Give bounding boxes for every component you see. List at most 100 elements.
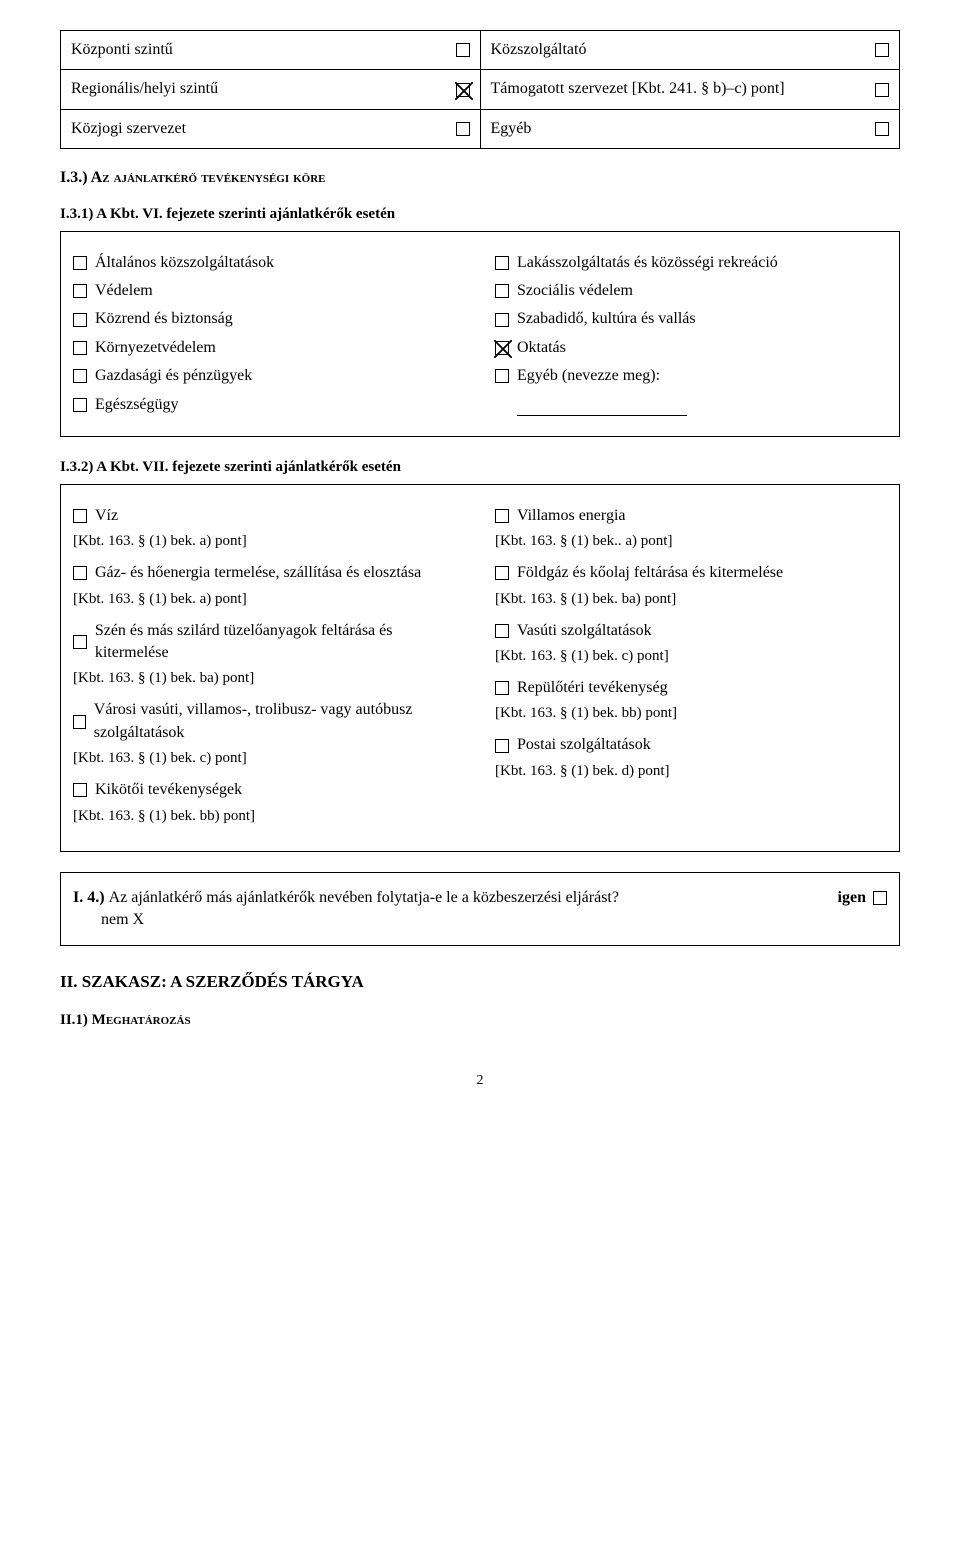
section-ii-heading: II. SZAKASZ: A SZERZŐDÉS TÁRGYA bbox=[60, 970, 900, 994]
sector-ref: [Kbt. 163. § (1) bek. d) pont] bbox=[495, 761, 887, 782]
activity-label: Általános közszolgáltatások bbox=[95, 252, 274, 274]
sector-group: Városi vasúti, villamos-, trolibusz- vag… bbox=[73, 699, 465, 769]
activity-checkbox[interactable] bbox=[495, 256, 509, 270]
sector-ref: [Kbt. 163. § (1) bek. a) pont] bbox=[73, 589, 465, 610]
activity-label: Gazdasági és pénzügyek bbox=[95, 365, 252, 387]
sector-group: Villamos energia [Kbt. 163. § (1) bek.. a… bbox=[495, 505, 887, 552]
activity-checkbox[interactable] bbox=[73, 313, 87, 327]
activity-label: Egyéb (nevezze meg): bbox=[517, 365, 660, 387]
activity-checkbox[interactable] bbox=[495, 341, 509, 355]
sector-checkbox[interactable] bbox=[73, 715, 86, 729]
activity-checkbox[interactable] bbox=[495, 313, 509, 327]
sector-checkbox[interactable] bbox=[73, 566, 87, 580]
org-type-checkbox[interactable] bbox=[456, 122, 470, 136]
sector-label: Földgáz és kőolaj feltárása és kitermelé… bbox=[517, 562, 783, 584]
org-type-label: Közjogi szervezet bbox=[71, 118, 186, 140]
activity-label: Szabadidő, kultúra és vallás bbox=[517, 308, 696, 330]
sector-checkbox[interactable] bbox=[73, 509, 87, 523]
org-type-label: Regionális/helyi szintű bbox=[71, 78, 218, 100]
activity-checkbox[interactable] bbox=[73, 398, 87, 412]
sector-group: Gáz- és hőenergia termelése, szállítása … bbox=[73, 562, 465, 609]
activity-label: Védelem bbox=[95, 280, 153, 302]
section-i4-nem: nem X bbox=[101, 911, 144, 928]
sector-label: Villamos energia bbox=[517, 505, 626, 527]
page-number: 2 bbox=[60, 1071, 900, 1091]
sector-label: Kikötői tevékenységek bbox=[95, 779, 242, 801]
sector-ref: [Kbt. 163. § (1) bek. bb) pont] bbox=[73, 806, 465, 827]
activity-row: Oktatás bbox=[495, 337, 887, 359]
sector-group: Repülőtéri tevékenység [Kbt. 163. § (1) b… bbox=[495, 677, 887, 724]
activity-checkbox[interactable] bbox=[73, 256, 87, 270]
sector-checkbox[interactable] bbox=[495, 739, 509, 753]
section-i4-text: Az ajánlatkérő más ajánlatkérők nevében … bbox=[109, 889, 619, 906]
sector-group: Földgáz és kőolaj feltárása és kitermelé… bbox=[495, 562, 887, 609]
other-specify-line[interactable] bbox=[517, 400, 687, 416]
activity-row: Lakásszolgáltatás és közösségi rekreáció bbox=[495, 252, 887, 274]
activity-checkbox[interactable] bbox=[495, 369, 509, 383]
activity-row: Egészségügy bbox=[73, 394, 465, 416]
sector-label: Vasúti szolgáltatások bbox=[517, 620, 652, 642]
sector-group: Szén és más szilárd tüzelőanyagok feltár… bbox=[73, 620, 465, 690]
org-type-checkbox[interactable] bbox=[456, 83, 470, 97]
sector-checkbox[interactable] bbox=[73, 635, 87, 649]
sector-ref: [Kbt. 163. § (1) bek. c) pont] bbox=[495, 646, 887, 667]
org-type-label: Egyéb bbox=[491, 118, 532, 140]
activity-label: Szociális védelem bbox=[517, 280, 633, 302]
sector-checkbox[interactable] bbox=[495, 681, 509, 695]
section-i3-heading: I.3.) Az ajánlatkérő tevékenységi köre bbox=[60, 167, 900, 189]
activity-label: Környezetvédelem bbox=[95, 337, 216, 359]
sector-label: Városi vasúti, villamos-, trolibusz- vag… bbox=[94, 699, 465, 744]
org-type-label: Közszolgáltató bbox=[491, 39, 587, 61]
activity-label: Közrend és biztonság bbox=[95, 308, 233, 330]
sector-ref: [Kbt. 163. § (1) bek. ba) pont] bbox=[495, 589, 887, 610]
activity-row: Közrend és biztonság bbox=[73, 308, 465, 330]
sector-checkbox[interactable] bbox=[73, 783, 87, 797]
sector-group: Vasúti szolgáltatások [Kbt. 163. § (1) be… bbox=[495, 620, 887, 667]
sector-label: Gáz- és hőenergia termelése, szállítása … bbox=[95, 562, 421, 584]
sector-ref: [Kbt. 163. § (1) bek. a) pont] bbox=[73, 531, 465, 552]
sector-checkbox[interactable] bbox=[495, 509, 509, 523]
igen-checkbox[interactable] bbox=[873, 891, 887, 905]
section-i4-number: I. 4.) bbox=[73, 889, 109, 906]
sector-checkbox[interactable] bbox=[495, 624, 509, 638]
org-type-checkbox[interactable] bbox=[875, 122, 889, 136]
section-i31-box: Általános közszolgáltatások Védelem Közren… bbox=[60, 231, 900, 437]
activity-row: Védelem bbox=[73, 280, 465, 302]
org-type-checkbox[interactable] bbox=[456, 43, 470, 57]
activity-row: Általános közszolgáltatások bbox=[73, 252, 465, 274]
activity-label: Egészségügy bbox=[95, 394, 179, 416]
section-i31-heading: I.3.1) A Kbt. VI. fejezete szerinti aján… bbox=[60, 204, 900, 225]
activity-row: Szabadidő, kultúra és vallás bbox=[495, 308, 887, 330]
activity-checkbox[interactable] bbox=[73, 341, 87, 355]
sector-label: Repülőtéri tevékenység bbox=[517, 677, 668, 699]
sector-group: Víz [Kbt. 163. § (1) bek. a) pont] bbox=[73, 505, 465, 552]
activity-row: Környezetvédelem bbox=[73, 337, 465, 359]
activity-checkbox[interactable] bbox=[495, 284, 509, 298]
sector-ref: [Kbt. 163. § (1) bek. ba) pont] bbox=[73, 668, 465, 689]
org-type-label: Támogatott szervezet [Kbt. 241. § b)–c) … bbox=[491, 78, 785, 100]
activity-row: Szociális védelem bbox=[495, 280, 887, 302]
activity-checkbox[interactable] bbox=[73, 369, 87, 383]
sector-ref: [Kbt. 163. § (1) bek. c) pont] bbox=[73, 748, 465, 769]
sector-checkbox[interactable] bbox=[495, 566, 509, 580]
activity-row: Egyéb (nevezze meg): bbox=[495, 365, 887, 387]
sector-label: Víz bbox=[95, 505, 118, 527]
section-i4-box: I. 4.) Az ajánlatkérő más ajánlatkérők n… bbox=[60, 872, 900, 947]
org-type-checkbox[interactable] bbox=[875, 83, 889, 97]
activity-checkbox[interactable] bbox=[73, 284, 87, 298]
section-i4-igen-label: igen bbox=[838, 889, 866, 906]
activity-label: Oktatás bbox=[517, 337, 566, 359]
sector-label: Szén és más szilárd tüzelőanyagok feltár… bbox=[95, 620, 465, 665]
sector-ref: [Kbt. 163. § (1) bek.. a) pont] bbox=[495, 531, 887, 552]
section-i32-box: Víz [Kbt. 163. § (1) bek. a) pont] Gáz- és… bbox=[60, 484, 900, 852]
sector-label: Postai szolgáltatások bbox=[517, 734, 651, 756]
org-type-checkbox[interactable] bbox=[875, 43, 889, 57]
section-i32-heading: I.3.2) A Kbt. VII. fejezete szerinti ajá… bbox=[60, 457, 900, 478]
org-type-table: Központi szintű Közszolgáltató Regionális/… bbox=[60, 30, 900, 149]
sector-group: Kikötői tevékenységek [Kbt. 163. § (1) be… bbox=[73, 779, 465, 826]
org-type-label: Központi szintű bbox=[71, 39, 173, 61]
activity-row: Gazdasági és pénzügyek bbox=[73, 365, 465, 387]
sector-ref: [Kbt. 163. § (1) bek. bb) pont] bbox=[495, 703, 887, 724]
section-ii1-heading: II.1) Meghatározás bbox=[60, 1010, 900, 1031]
sector-group: Postai szolgáltatások [Kbt. 163. § (1) be… bbox=[495, 734, 887, 781]
